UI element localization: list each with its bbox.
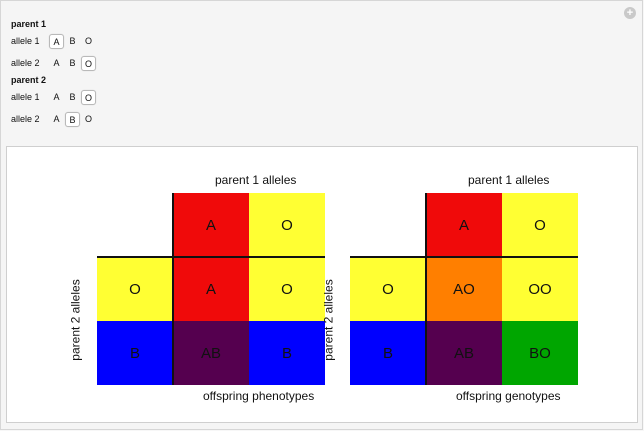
header-cell-parent2: O xyxy=(350,257,426,321)
allele-option-o[interactable]: O xyxy=(81,89,96,105)
plus-icon[interactable]: + xyxy=(624,7,636,19)
side-axis-label: parent 2 alleles xyxy=(68,279,83,361)
side-axis-label: parent 2 alleles xyxy=(321,279,336,361)
grid-divider-horizontal xyxy=(97,256,325,258)
grid-divider-vertical xyxy=(172,193,174,385)
allele-option-a[interactable]: A xyxy=(53,57,60,68)
offspring-cell: AB xyxy=(426,321,502,385)
parent2-allele1-label: allele 1 xyxy=(11,92,40,102)
offspring-cell: B xyxy=(249,321,325,385)
offspring-cell: AO xyxy=(426,257,502,321)
offspring-cell: OO xyxy=(502,257,578,321)
allele-option-a[interactable]: A xyxy=(53,113,60,124)
allele-option-o[interactable]: O xyxy=(81,55,96,71)
top-axis-label: parent 1 alleles xyxy=(468,173,550,187)
offspring-cell: O xyxy=(249,257,325,321)
grid-divider-horizontal xyxy=(350,256,578,258)
allele-option-b[interactable]: B xyxy=(69,35,76,46)
bottom-axis-label: offspring phenotypes xyxy=(203,389,315,403)
allele-option-b[interactable]: B xyxy=(69,57,76,68)
allele-option-a[interactable]: A xyxy=(49,33,64,49)
parent1-allele1-label: allele 1 xyxy=(11,36,40,46)
allele-option-a[interactable]: A xyxy=(53,91,60,102)
offspring-cell: BO xyxy=(502,321,578,385)
bottom-axis-label: offspring genotypes xyxy=(456,389,561,403)
grid-divider-vertical xyxy=(425,193,427,385)
parent2-allele2-label: allele 2 xyxy=(11,114,40,124)
header-cell-parent2: O xyxy=(97,257,173,321)
header-cell-parent1: A xyxy=(426,193,502,257)
header-cell-parent1: O xyxy=(249,193,325,257)
parent1-allele2-label: allele 2 xyxy=(11,58,40,68)
parent2-title: parent 2 xyxy=(11,75,47,85)
header-cell-parent1: O xyxy=(502,193,578,257)
top-axis-label: parent 1 alleles xyxy=(215,173,297,187)
offspring-cell: AB xyxy=(173,321,249,385)
allele-option-b[interactable]: B xyxy=(65,111,80,127)
parent1-title: parent 1 xyxy=(11,19,47,29)
offspring-cell: A xyxy=(173,257,249,321)
header-cell-parent1: A xyxy=(173,193,249,257)
header-cell-parent2: B xyxy=(350,321,426,385)
allele-option-o[interactable]: O xyxy=(84,35,92,46)
allele-option-b[interactable]: B xyxy=(69,91,76,102)
allele-option-o[interactable]: O xyxy=(84,113,92,124)
header-cell-parent2: B xyxy=(97,321,173,385)
